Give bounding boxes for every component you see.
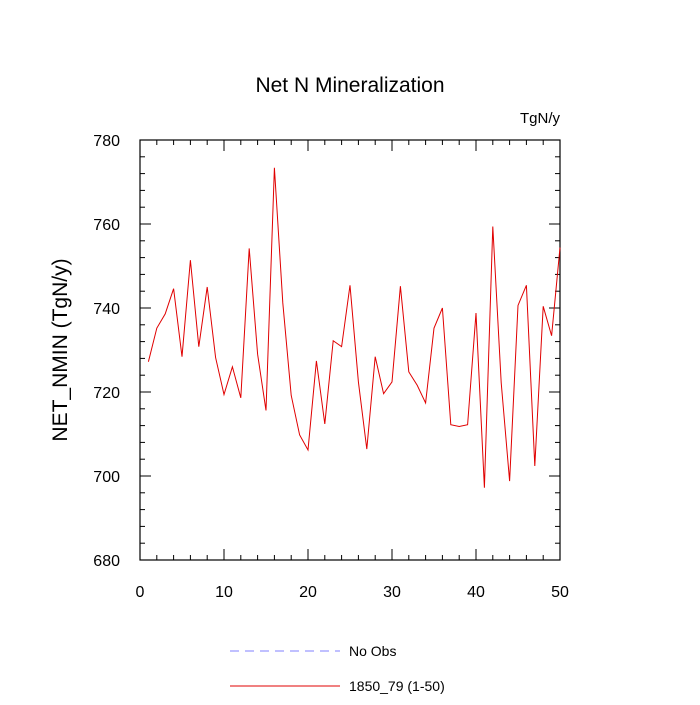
x-tick-label: 30 <box>383 584 401 601</box>
y-tick-label: 720 <box>93 385 120 402</box>
x-tick-label: 50 <box>551 584 569 601</box>
units-label: TgN/y <box>520 110 561 127</box>
x-tick-label: 0 <box>136 584 145 601</box>
series-layer <box>147 167 561 488</box>
axis-ticks <box>139 139 561 561</box>
series-line-1 <box>147 167 561 488</box>
y-tick-label: 700 <box>93 469 120 486</box>
y-axis-label: NET_NMIN (TgN/y) <box>49 258 72 441</box>
x-tick-label: 10 <box>215 584 233 601</box>
legend: No Obs 1850_79 (1-50) <box>230 643 445 694</box>
y-tick-label: 780 <box>93 133 120 150</box>
x-tick-label: 40 <box>467 584 485 601</box>
legend-label-0: No Obs <box>349 643 396 659</box>
y-tick-label: 680 <box>93 553 120 570</box>
axis-tick-labels: 0 10 20 30 40 50 680 700 720 740 760 780 <box>93 133 569 601</box>
chart-title: Net N Mineralization <box>255 74 444 97</box>
legend-label-1: 1850_79 (1-50) <box>349 678 445 694</box>
x-tick-label: 20 <box>299 584 317 601</box>
plot-frame <box>139 139 561 561</box>
y-tick-label: 740 <box>93 301 120 318</box>
y-tick-label: 760 <box>93 217 120 234</box>
